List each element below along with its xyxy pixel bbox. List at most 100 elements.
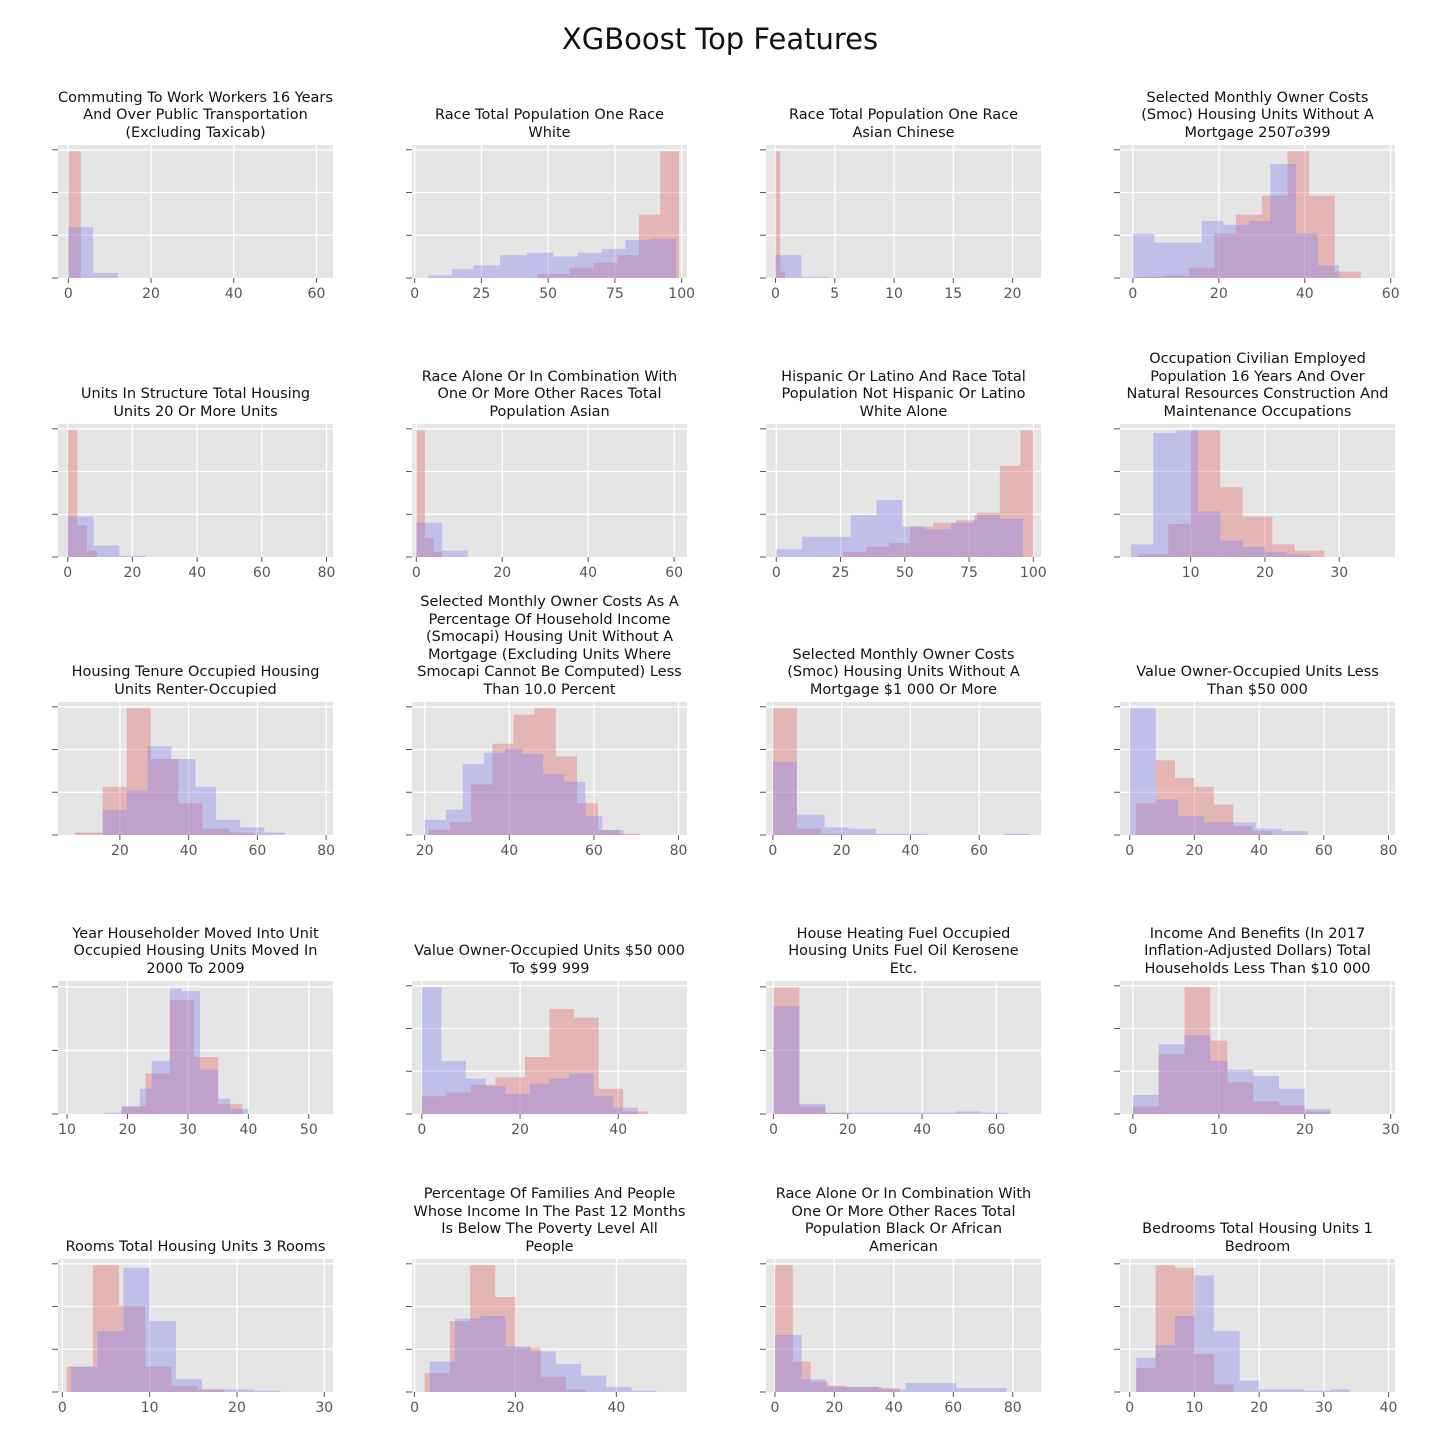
histogram-bar-red [889,543,910,557]
x-tick-label: 60 [970,843,988,859]
histogram-bar-blue [1317,265,1340,278]
histogram-bar-blue [776,549,802,557]
histogram-bar-red [846,1386,865,1392]
x-tick-label: 40 [901,843,919,859]
histogram-bar-red [421,1096,447,1114]
histogram-bar-red [565,1389,587,1392]
histogram-plot: 0 20 40 60 [52,145,333,302]
histogram-bar-red [495,1077,525,1114]
x-tick-label: 50 [896,565,914,581]
plot-background [58,424,333,557]
plot-background [412,145,687,278]
histogram-bar-blue [1158,1044,1185,1114]
x-tick-label: 20 [1250,1400,1268,1416]
histogram-bar-red [956,520,977,557]
figure-title: XGBoost Top Features [561,22,879,56]
histogram-bar-blue [577,252,602,278]
histogram-bar-blue [254,1390,281,1392]
x-tick-label: 60 [1382,286,1400,302]
histogram-bar-blue [126,790,148,835]
x-tick-label: 0 [410,1400,419,1416]
histogram-bar-blue [852,1386,879,1392]
x-tick-label: 40 [913,1122,931,1138]
histogram-bar-red [774,1265,793,1392]
histogram-bar-blue [230,1108,249,1114]
histogram-bar-blue [851,1112,878,1114]
plot-background [766,145,1041,278]
x-tick-label: 10 [141,1400,159,1416]
histogram-bar-red [593,262,618,278]
histogram-bar-red [999,465,1021,557]
histogram-bar-red [193,1057,219,1114]
histogram-bar-red [825,1112,852,1114]
histogram-bar-blue [1287,554,1310,557]
panel-title: Bedrooms Total Housing Units 1 Bedroom [1142,1221,1373,1255]
histogram-bar-blue [462,764,484,835]
x-tick-label: 40 [607,1400,625,1416]
histogram-bar-red [780,271,785,278]
x-tick-label: 80 [317,843,335,859]
histogram-panel: Rooms Total Housing Units 3 Rooms [28,1169,363,1259]
histogram-bar-blue [123,1267,150,1392]
x-tick-label: 80 [318,565,336,581]
x-tick-label: 40 [180,843,198,859]
histogram-bar-red [866,546,890,557]
histogram-plot: 0 20 40 [406,981,687,1138]
histogram-bar-blue [452,269,474,278]
histogram-bar-blue [1270,164,1297,278]
histogram-bar-blue [1132,1095,1159,1114]
histogram-bar-blue [500,255,527,278]
x-tick-label: 0 [1125,1400,1134,1416]
histogram-bar-red [881,1388,900,1392]
x-tick-label: 20 [1004,286,1022,302]
histogram-bar-blue [218,1098,231,1114]
histogram-bar-blue [264,832,285,835]
histogram-bar-red [450,822,472,835]
histogram-bar-blue [1131,544,1154,557]
histogram-plot: 0 20 40 60 [760,981,1041,1138]
panel-title: Selected Monthly Owner Costs (Smoc) Hous… [1141,89,1374,141]
histogram-bar-blue [1154,242,1176,278]
x-tick-label: 40 [885,1400,903,1416]
histogram-bar-red [843,551,867,557]
histogram-bar-red [1213,804,1234,835]
x-tick-label: 80 [1380,843,1398,859]
histogram-bar-blue [581,1375,607,1392]
histogram-bar-blue [424,819,446,835]
histogram-panel: Commuting To Work Workers 16 Years And O… [28,55,363,145]
histogram-bar-blue [529,1083,550,1114]
plot-background [412,702,687,835]
histogram-bar-red [424,1373,450,1392]
histogram-bar-red [1194,786,1214,835]
histogram-bar-blue [505,1346,531,1392]
histogram-plot: 0 20 40 60 [760,702,1041,859]
histogram-bar-red [1162,275,1189,278]
histogram-bar-blue [903,1112,930,1114]
x-tick-label: 60 [248,843,266,859]
histogram-bar-blue [549,1078,570,1114]
histogram-bar-red [121,1106,146,1114]
x-tick-label: 0 [769,1122,778,1138]
x-tick-label: 20 [228,1400,246,1416]
histogram-bar-blue [1239,1380,1260,1392]
histogram-bar-blue [181,991,201,1114]
histogram-bar-red [495,1297,516,1392]
histogram-bar-red [1236,214,1262,278]
x-tick-label: 20 [416,843,434,859]
histogram-bar-blue [1281,831,1308,835]
histogram-bar-red [909,526,934,557]
histogram-bar-blue [955,1111,982,1114]
panel-title: Income And Benefits (In 2017 Inflation-A… [1144,925,1371,977]
histogram-bar-blue [929,1112,956,1114]
histogram-bar-blue [505,1093,530,1114]
histogram-panel: House Heating Fuel Occupied Housing Unit… [736,891,1071,981]
x-tick-label: 20 [111,843,129,859]
histogram-bar-red [1168,524,1191,557]
plot-background [412,981,687,1114]
histogram-bar-red [77,525,88,557]
histogram-bar-red [1214,233,1237,278]
histogram-panel: Bedrooms Total Housing Units 1 Bedroom [1090,1169,1425,1259]
panel-title: Race Total Population One Race White [434,107,665,141]
x-tick-label: 10 [885,286,903,302]
histogram-bar-red [598,829,620,835]
